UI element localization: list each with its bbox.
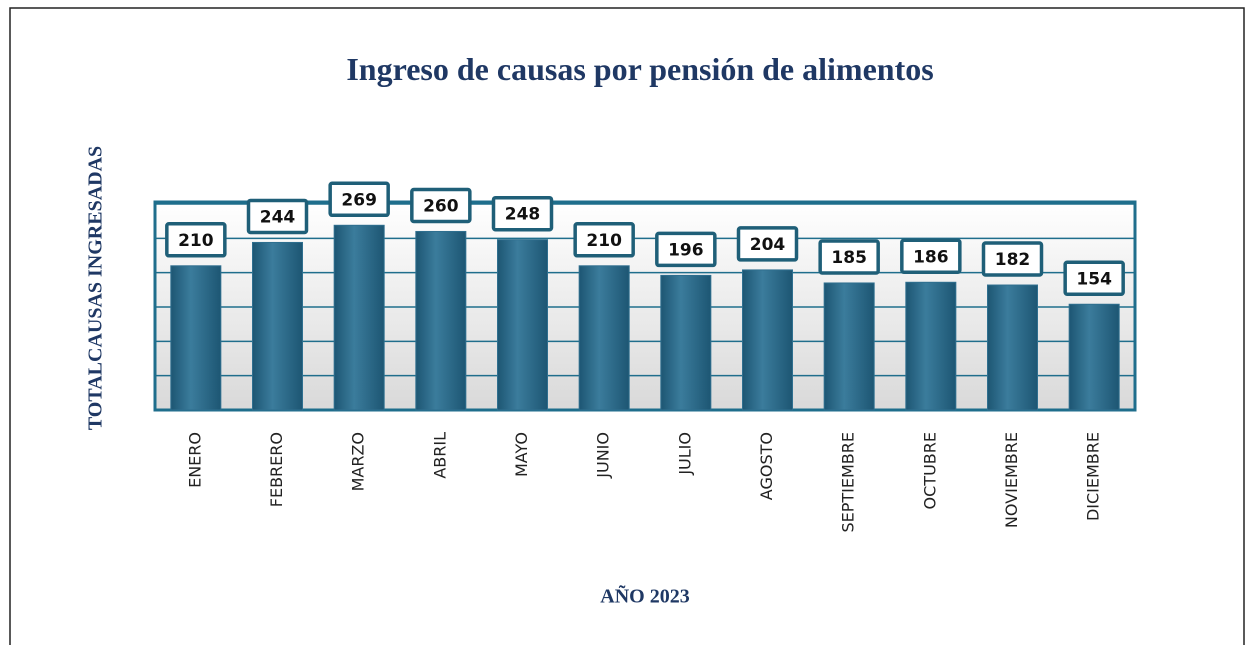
- x-tick-label: AGOSTO: [757, 432, 776, 500]
- x-tick-label: DICIEMBRE: [1084, 432, 1103, 521]
- x-tick-label: MAYO: [512, 432, 531, 477]
- bar: [823, 282, 875, 411]
- value-label-box: [981, 241, 1044, 277]
- bar: [415, 230, 467, 411]
- bar: [1068, 303, 1120, 411]
- x-tick-label: NOVIEMBRE: [1002, 432, 1021, 528]
- bar: [252, 241, 303, 411]
- value-label-box: [491, 195, 554, 232]
- bar: [905, 281, 957, 411]
- bar: [497, 239, 548, 411]
- x-tick-label: ENERO: [185, 432, 204, 488]
- value-label-box: [655, 231, 717, 268]
- value-label-box: [328, 181, 390, 218]
- value-label: 204: [750, 235, 786, 255]
- value-label: 186: [913, 247, 949, 267]
- value-label-box: [736, 226, 799, 262]
- value-label: 154: [1076, 269, 1112, 289]
- x-tick-label: FEBRERO: [267, 432, 286, 507]
- value-label-box: [1063, 260, 1125, 297]
- value-label: 260: [423, 196, 459, 216]
- value-label-box: [900, 238, 962, 275]
- bar: [660, 274, 712, 411]
- x-tick-label: JUNIO: [594, 432, 613, 479]
- value-label-box: [246, 198, 309, 235]
- bar: [170, 265, 222, 411]
- x-tick-label: JULIO: [675, 432, 694, 476]
- value-label: 248: [505, 205, 541, 225]
- x-tick-label: SEPTIEMBRE: [839, 432, 858, 533]
- value-label: 244: [260, 207, 296, 227]
- value-label-box: [165, 222, 227, 258]
- value-label-box: [573, 222, 635, 258]
- bar: [333, 224, 385, 411]
- bar: [578, 265, 630, 411]
- value-label: 210: [586, 231, 622, 251]
- value-label-box: [818, 239, 880, 275]
- value-label-box: [410, 187, 472, 224]
- chart-title: Ingreso de causas por pensión de aliment…: [346, 51, 933, 87]
- value-label: 182: [995, 250, 1031, 270]
- x-tick-label: OCTUBRE: [920, 432, 939, 509]
- x-axis-title: AÑO 2023: [600, 585, 689, 608]
- bar: [987, 284, 1038, 411]
- x-tick-label: ABRIL: [430, 432, 449, 479]
- x-tick-label: MARZO: [349, 432, 368, 491]
- value-label: 210: [178, 231, 214, 251]
- value-label: 196: [668, 240, 704, 260]
- value-label: 185: [831, 248, 867, 268]
- value-label: 269: [341, 190, 377, 210]
- y-axis-title: TOTALCAUSAS INGRESADAS: [85, 146, 107, 430]
- bar: [742, 269, 793, 411]
